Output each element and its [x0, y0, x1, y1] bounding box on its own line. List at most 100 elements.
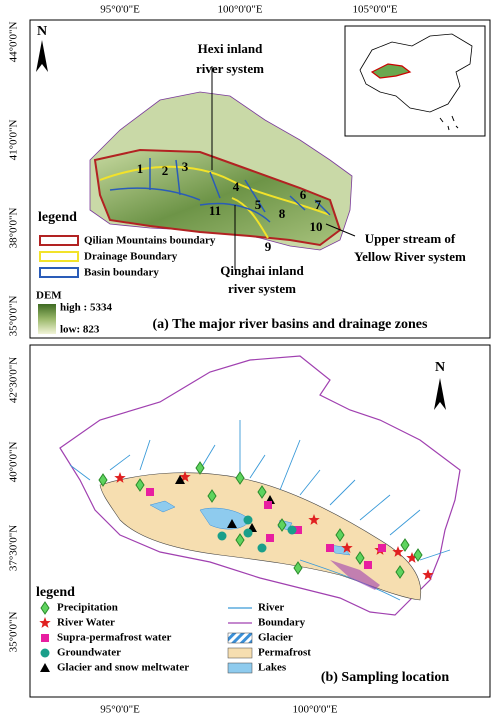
- marker-meltwater: [175, 475, 185, 484]
- legend-item: Lakes: [258, 662, 287, 674]
- legend-item: Glacier and snow meltwater: [57, 662, 189, 674]
- basin-number: 6: [300, 187, 307, 202]
- marker-supra-permafrost: [294, 526, 302, 534]
- marker-precipitation: [235, 533, 245, 547]
- basin-number: 7: [315, 197, 322, 212]
- basin-number: 10: [310, 219, 323, 234]
- legend-title: legend: [38, 210, 77, 225]
- legend-swatch: [39, 251, 79, 262]
- basin-number: 3: [182, 159, 189, 174]
- marker-precipitation: [257, 485, 267, 499]
- marker-supra-permafrost: [326, 544, 334, 552]
- legend-item: Precipitation: [57, 602, 118, 614]
- marker-river-water: [39, 617, 51, 628]
- y-label: 44°0'0"N: [8, 22, 20, 63]
- legend-swatch: [39, 235, 79, 246]
- marker-meltwater: [40, 663, 50, 672]
- legend-item: Supra-permafrost water: [57, 632, 171, 644]
- legend-dem-low: low: 823: [60, 324, 100, 336]
- legend-swatch: [227, 632, 253, 644]
- basin-number: 4: [233, 179, 240, 194]
- marker-supra-permafrost: [264, 501, 272, 509]
- marker-groundwater: [257, 543, 267, 553]
- x-label: 95°0'0"E: [100, 4, 140, 16]
- caption: (a) The major river basins and drainage …: [153, 317, 429, 332]
- marker-precipitation: [355, 551, 365, 565]
- caption: (b) Sampling location: [321, 670, 450, 685]
- legend-b: Precipitation River Water Supra-permafrost…: [39, 601, 311, 674]
- marker-groundwater: [40, 648, 50, 658]
- marker-precipitation: [277, 518, 287, 532]
- legend-item: Qilian Mountains boundary: [84, 235, 216, 247]
- sample-markers: [98, 461, 434, 580]
- basin-number: 11: [209, 203, 221, 218]
- marker-river-water: [341, 542, 353, 553]
- legend-item: River Water: [57, 617, 115, 629]
- y-label: 35°0'0"N: [8, 612, 20, 653]
- dem-ramp: [38, 304, 56, 334]
- marker-river-water: [308, 514, 320, 525]
- legend-title: legend: [36, 585, 75, 600]
- marker-supra-permafrost: [266, 534, 274, 542]
- basin-number: 9: [265, 239, 272, 254]
- marker-precipitation: [207, 489, 217, 503]
- annotation: Hexi inland: [198, 41, 263, 56]
- marker-river-water: [179, 471, 191, 482]
- marker-supra-permafrost: [41, 634, 49, 642]
- marker-precipitation: [135, 478, 145, 492]
- basin-number: 5: [255, 197, 262, 212]
- inset-map: [344, 25, 486, 137]
- marker-groundwater: [243, 528, 253, 538]
- annotation: river system: [196, 61, 264, 76]
- y-label: 38°0'0"N: [8, 208, 20, 249]
- marker-river-water: [392, 546, 404, 557]
- marker-precipitation: [98, 473, 108, 487]
- marker-precipitation: [195, 461, 205, 475]
- marker-precipitation: [335, 528, 345, 542]
- annotation: Yellow River system: [354, 249, 466, 264]
- y-label: 35°0'0"N: [8, 296, 20, 337]
- x-label: 100°0'0"E: [292, 704, 337, 716]
- marker-river-water: [422, 569, 434, 580]
- marker-precipitation: [40, 601, 50, 615]
- y-label: 40°0'0"N: [8, 442, 20, 483]
- marker-precipitation: [293, 561, 303, 575]
- annotation: Upper stream of: [365, 231, 456, 246]
- marker-precipitation: [395, 565, 405, 579]
- marker-precipitation: [235, 471, 245, 485]
- x-label: 95°0'0"E: [100, 704, 140, 716]
- marker-groundwater: [287, 525, 297, 535]
- legend-dem: DEM: [36, 290, 62, 302]
- x-label: 100°0'0"E: [217, 4, 262, 16]
- legend-swatch: [39, 267, 79, 278]
- north-arrow: N: [36, 24, 48, 72]
- basin-number: 8: [279, 206, 286, 221]
- marker-river-water: [114, 472, 126, 483]
- marker-precipitation: [400, 538, 410, 552]
- annotation: Qinghai inland: [220, 263, 304, 278]
- marker-precipitation: [413, 548, 423, 562]
- legend-item: River: [258, 602, 284, 614]
- legend-swatch: [227, 647, 253, 659]
- legend-item: Permafrost: [258, 647, 311, 659]
- marker-meltwater: [227, 519, 237, 528]
- legend-item: Drainage Boundary: [84, 251, 178, 263]
- marker-supra-permafrost: [146, 488, 154, 496]
- y-label: 42°30'0"N: [8, 357, 20, 403]
- marker-groundwater: [217, 531, 227, 541]
- legend-swatch: [227, 662, 253, 674]
- x-label: 105°0'0"E: [352, 4, 397, 16]
- y-label: 37°30'0"N: [8, 525, 20, 571]
- north-label: N: [435, 360, 445, 375]
- marker-supra-permafrost: [378, 544, 386, 552]
- north-arrow: N: [434, 360, 446, 410]
- north-label: N: [37, 24, 47, 39]
- marker-river-water: [406, 552, 418, 563]
- legend-dem-high: high : 5334: [60, 302, 112, 314]
- legend-item: Boundary: [258, 617, 306, 629]
- basin-number: 1: [137, 161, 144, 176]
- marker-supra-permafrost: [364, 561, 372, 569]
- basin-number: 2: [162, 163, 169, 178]
